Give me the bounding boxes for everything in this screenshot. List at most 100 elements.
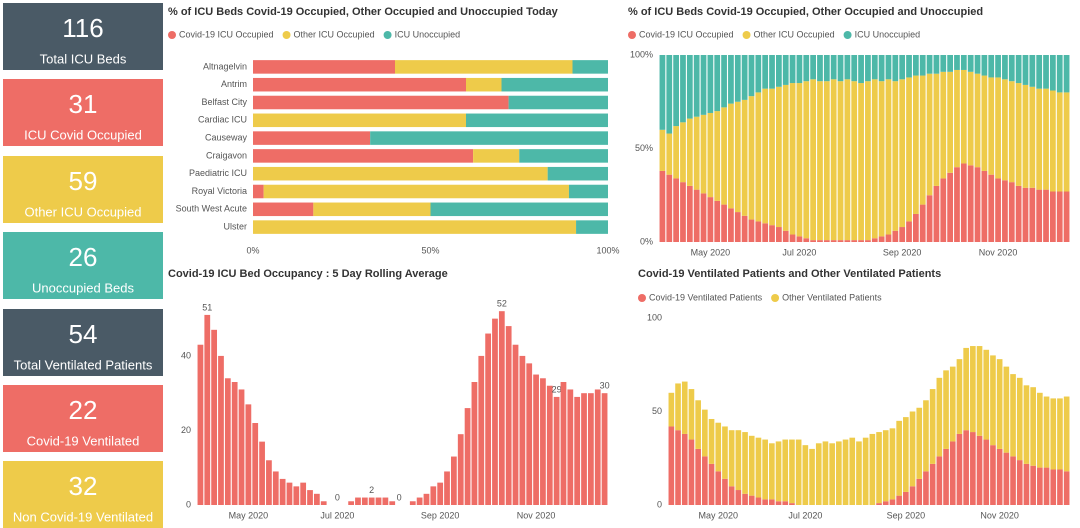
chart-title: Covid-19 Ventilated Patients and Other V…	[638, 268, 941, 280]
bar-segment	[983, 349, 990, 440]
bar	[519, 355, 526, 505]
bar	[471, 382, 478, 505]
bar-segment	[830, 79, 837, 241]
bar-segment	[466, 113, 608, 128]
bar	[375, 497, 382, 505]
bar-segment	[789, 83, 796, 235]
bar	[540, 378, 546, 505]
bar-segment	[748, 96, 755, 220]
bar-segment	[947, 55, 954, 72]
bar-segment	[762, 439, 768, 500]
bar-segment	[734, 55, 741, 102]
bar-segment	[1022, 84, 1029, 188]
bar-segment	[796, 55, 803, 84]
bar-segment	[741, 55, 748, 100]
bar-segment	[988, 55, 995, 78]
bar-segment	[954, 69, 960, 168]
kpi-label: Total ICU Beds	[40, 51, 127, 66]
bar-segment	[1063, 471, 1070, 505]
x-tick-label: Nov 2020	[517, 510, 556, 520]
bar-segment	[967, 55, 974, 72]
bar-segment	[702, 456, 708, 505]
bar-segment	[659, 55, 666, 130]
bar-segment	[823, 81, 830, 241]
bar-segment	[722, 478, 728, 505]
kpi-card	[3, 79, 163, 146]
bar-segment	[1015, 55, 1022, 84]
bar-segment	[815, 443, 822, 505]
bar-segment	[1063, 396, 1070, 472]
bar	[437, 482, 444, 505]
y-tick-label: Ulster	[223, 221, 247, 231]
bar-segment	[1056, 55, 1063, 93]
bar	[300, 482, 307, 505]
bar-segment	[851, 55, 858, 82]
bar	[279, 478, 286, 505]
bar-segment	[708, 463, 715, 505]
bar-segment	[430, 202, 608, 217]
bar	[259, 441, 265, 505]
bar-segment	[734, 212, 741, 242]
bar-segment	[970, 346, 976, 433]
x-tick-label: Sep 2020	[887, 510, 926, 520]
bar-segment	[775, 86, 782, 228]
bar-segment	[1037, 467, 1043, 505]
bar-segment	[858, 240, 864, 242]
data-label: 2	[369, 485, 374, 495]
bar-segment	[849, 437, 856, 505]
bar-segment	[688, 389, 695, 440]
bar	[245, 404, 252, 505]
bar-segment	[769, 225, 775, 242]
bar-segment	[576, 220, 608, 234]
bar-segment	[568, 184, 608, 199]
bar-segment	[837, 240, 844, 242]
kpi-value: 22	[69, 395, 98, 425]
y-tick-label: 0%	[640, 236, 653, 246]
bar	[478, 355, 485, 505]
legend-swatch	[628, 31, 636, 39]
bar	[293, 486, 300, 505]
bar	[368, 497, 375, 505]
bar-segment	[789, 439, 795, 504]
bar	[574, 396, 581, 505]
bar-segment	[903, 491, 909, 505]
bar-segment	[837, 55, 844, 82]
bar-segment	[837, 81, 844, 241]
bar	[238, 389, 245, 505]
bar-segment	[830, 55, 837, 80]
legend-swatch	[771, 294, 780, 302]
bar-segment	[721, 55, 727, 108]
bar-segment	[741, 99, 748, 216]
bar-segment	[1056, 191, 1063, 242]
bar-segment	[686, 118, 693, 186]
bar-segment	[996, 359, 1003, 449]
bar-segment	[940, 55, 947, 72]
bar-segment	[700, 114, 707, 194]
x-tick-label: 0%	[246, 245, 259, 255]
bar-segment	[708, 418, 715, 464]
bar	[348, 501, 355, 505]
kpi-label: Covid-19 Ventilated	[27, 433, 140, 448]
bar-segment	[547, 166, 608, 181]
bar-segment	[473, 149, 520, 163]
bar-segment	[858, 83, 864, 241]
kpi-card	[3, 3, 163, 70]
bar-segment	[1002, 79, 1008, 181]
bar-segment	[253, 77, 466, 92]
bar-segment	[878, 55, 885, 82]
bar-segment	[253, 131, 371, 145]
bar-segment	[263, 184, 569, 199]
bar-segment	[892, 230, 899, 242]
y-tick-label: 20	[181, 425, 191, 435]
bar-segment	[253, 95, 509, 110]
bar-segment	[775, 227, 782, 242]
bar-segment	[1043, 88, 1049, 190]
bar-segment	[1063, 191, 1070, 242]
bar-segment	[313, 202, 431, 217]
bar-segment	[1036, 88, 1043, 190]
bar-segment	[830, 240, 837, 242]
bar-segment	[501, 77, 608, 92]
bar-segment	[702, 409, 708, 457]
bar-segment	[735, 430, 742, 491]
bar-segment	[734, 101, 741, 213]
